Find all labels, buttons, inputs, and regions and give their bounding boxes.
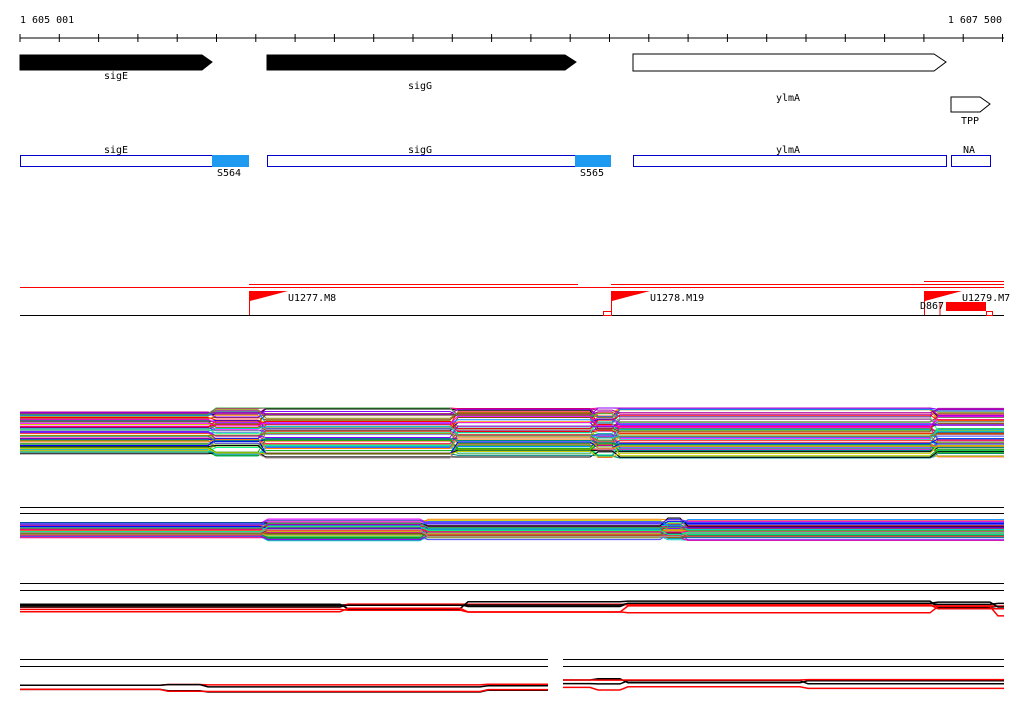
d867-label: D867	[920, 301, 944, 312]
expression-profile-line	[20, 423, 1004, 438]
intergenic-s564-box[interactable]	[212, 155, 249, 167]
gene-sigg[interactable]: sigG	[266, 54, 577, 92]
expression-profile-line	[20, 418, 1004, 432]
tu-u1278-label: U1278.M19	[650, 293, 704, 304]
expression-profile-line	[20, 431, 1004, 445]
expression-profile-line	[563, 679, 1004, 685]
expression-profile-line	[20, 683, 548, 688]
segment-sige-label: sigE	[104, 145, 128, 156]
tu-u1278-m19[interactable]: U1278.M19	[611, 291, 705, 315]
expression-profile-line	[20, 601, 1004, 608]
expression-profile-line	[20, 605, 1004, 613]
expression-profiles-track-4-frame	[20, 659, 1004, 667]
tu-u1277-m8[interactable]: U1277.M8	[249, 291, 337, 315]
expression-profile-line	[20, 408, 1004, 424]
tu-u1279-flag[interactable]	[925, 291, 962, 301]
transcription-unit-track: U1277.M8 U1278.M19 U1279.M7 D867	[20, 281, 1011, 316]
expression-profile-line	[20, 437, 1004, 449]
expression-profile-line	[20, 530, 1004, 537]
intergenic-s565-box[interactable]	[575, 155, 611, 167]
tu-u1278-flag[interactable]	[612, 291, 650, 301]
tu-u1279-label: U1279.M7	[962, 293, 1010, 304]
segment-sige-box[interactable]	[20, 155, 213, 167]
expression-profile-line	[563, 678, 1004, 681]
segment-ylma-box[interactable]	[633, 155, 947, 167]
expression-profile-line	[20, 529, 1004, 537]
tu-u1277-flag[interactable]	[250, 291, 288, 301]
ruler-end-label: 1 607 500	[948, 15, 1002, 26]
expression-profile-line	[20, 519, 1004, 525]
gene-ylma-arrow[interactable]	[632, 53, 947, 72]
tu-marker-small	[603, 311, 612, 316]
expression-profile-line	[20, 526, 1004, 535]
gene-tpp[interactable]: TPP	[950, 96, 991, 127]
d867-marker	[986, 311, 993, 316]
expression-profile-line	[20, 420, 1004, 434]
expression-profiles-track-2-frame	[20, 507, 1004, 514]
expression-profile-line	[20, 433, 1004, 441]
segment-na-label: NA	[963, 145, 975, 156]
tu-u1279-m7[interactable]: U1279.M7	[924, 291, 1011, 315]
ruler-start-label: 1 605 001	[20, 15, 74, 26]
gene-sige-label: sigE	[104, 71, 128, 82]
gene-tpp-label: TPP	[961, 116, 979, 127]
gene-sige[interactable]: sigE	[19, 54, 213, 82]
expression-profile-line	[20, 408, 1004, 415]
expression-profile-line	[563, 686, 1004, 691]
expression-profile-line	[20, 438, 1004, 455]
expression-profiles-track-3	[20, 600, 1004, 617]
gene-sigg-arrow[interactable]	[266, 54, 577, 71]
expression-profile-line	[20, 522, 1004, 532]
ruler-ticks	[19, 34, 1003, 42]
d867-block[interactable]	[946, 302, 986, 311]
segment-sigg-label: sigG	[408, 145, 432, 156]
segment-na-box[interactable]	[951, 155, 991, 167]
expression-profile-line	[20, 519, 1004, 526]
segment-sigg-box[interactable]	[267, 155, 576, 167]
expression-profile-line	[20, 605, 1004, 617]
gene-sigg-label: sigG	[408, 81, 432, 92]
expression-profile-line	[20, 444, 1004, 458]
intergenic-s565-label: S565	[580, 168, 604, 179]
intergenic-s564-label: S564	[217, 168, 241, 179]
gene-arrows-track: sigE sigG ylmA TPP	[19, 53, 991, 127]
gene-ylma[interactable]: ylmA	[632, 53, 947, 104]
expression-profiles-track-3-frame	[20, 583, 1004, 591]
segment-ylma-label: ylmA	[776, 145, 800, 156]
expression-profiles-track-4	[20, 678, 1004, 693]
expression-profile-line	[20, 414, 1004, 430]
expression-profile-line	[20, 688, 548, 693]
gene-sige-arrow[interactable]	[19, 54, 213, 71]
expression-profile-line	[20, 415, 1004, 428]
expression-profiles-track-1	[20, 407, 1004, 459]
gene-tpp-arrow[interactable]	[950, 96, 991, 113]
tu-u1277-label: U1277.M8	[288, 293, 336, 304]
gene-ylma-label: ylmA	[776, 93, 800, 104]
expression-profiles-track-2	[20, 517, 1004, 542]
coordinate-ruler: 1 605 001 1 607 500	[19, 15, 1004, 42]
segment-track: sigE S564 sigG S565 ylmA NA	[20, 145, 991, 179]
